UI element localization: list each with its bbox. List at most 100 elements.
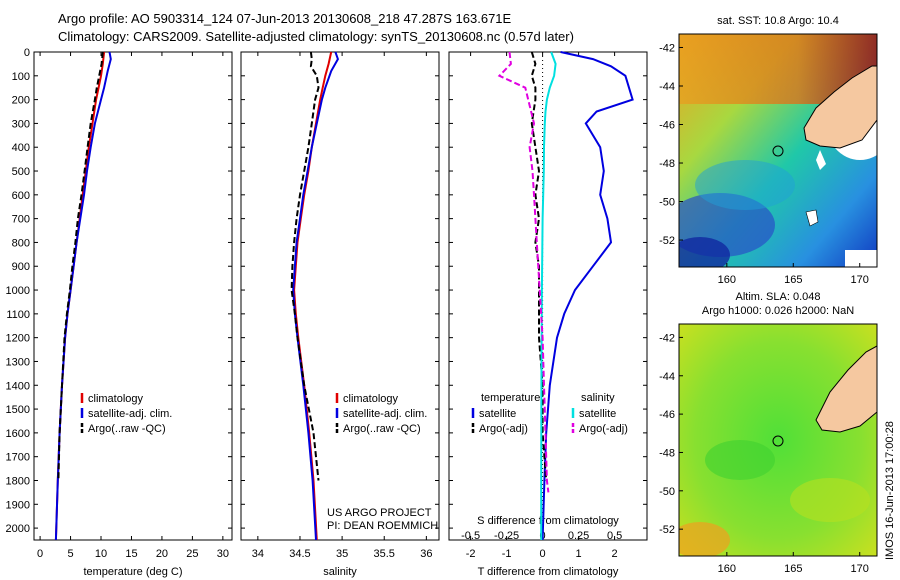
legend-label: climatology bbox=[343, 393, 399, 405]
x-tick-label: -2 bbox=[466, 548, 476, 560]
legend-label: satellite bbox=[579, 408, 616, 420]
lon-tick-label: 165 bbox=[784, 274, 802, 286]
s-diff-tick-label: 0.25 bbox=[568, 530, 589, 542]
annotation-text: US ARGO PROJECT bbox=[327, 507, 432, 519]
lon-tick-label: 165 bbox=[784, 563, 802, 575]
x-tick-label: 35 bbox=[336, 548, 348, 560]
depth-tick-label: 1100 bbox=[6, 309, 30, 321]
series-line-4 bbox=[497, 51, 550, 493]
axis-box bbox=[240, 51, 440, 541]
series-line-1 bbox=[541, 51, 634, 541]
s-diff-axis-label: S difference from climatology bbox=[477, 515, 619, 527]
lat-tick-label: -44 bbox=[659, 81, 675, 93]
x-tick-label: 0 bbox=[540, 548, 546, 560]
sla-map bbox=[679, 324, 877, 556]
x-tick-label: 10 bbox=[95, 548, 107, 560]
depth-tick-label: 1200 bbox=[6, 333, 30, 345]
x-tick-label: 35.5 bbox=[374, 548, 395, 560]
depth-tick-label: 1900 bbox=[6, 499, 30, 511]
lat-tick-label: -48 bbox=[659, 447, 675, 459]
lat-tick-label: -46 bbox=[659, 409, 675, 421]
series-line-1 bbox=[293, 51, 333, 541]
legend-label: Argo(..raw -QC) bbox=[343, 423, 421, 435]
series-line-2 bbox=[54, 51, 112, 541]
depth-tick-label: 1600 bbox=[6, 428, 30, 440]
sla-field bbox=[679, 324, 877, 556]
x-tick-label: 30 bbox=[217, 548, 229, 560]
legend-label: satellite bbox=[479, 408, 516, 420]
lat-tick-label: -44 bbox=[659, 371, 675, 383]
x-tick-label: 34 bbox=[252, 548, 264, 560]
lon-tick-label: 160 bbox=[718, 563, 736, 575]
sst-land bbox=[803, 65, 877, 149]
depth-tick-label: 600 bbox=[12, 190, 30, 202]
depth-tick-label: 800 bbox=[12, 237, 30, 249]
sla-map-title-1: Altim. SLA: 0.048 bbox=[736, 291, 821, 303]
lat-tick-label: -48 bbox=[659, 158, 675, 170]
legend-label: Argo(..raw -QC) bbox=[88, 423, 166, 435]
lat-tick-label: -42 bbox=[659, 42, 675, 54]
depth-tick-label: 1400 bbox=[6, 380, 30, 392]
imos-timestamp: IMOS 16-Jun-2013 17:00:28 bbox=[884, 421, 896, 560]
x-tick-label: 15 bbox=[125, 548, 137, 560]
legend-title-temperature: temperature bbox=[481, 392, 540, 404]
sla-float-marker bbox=[772, 435, 784, 447]
map-axes-1: -42 -44 -46 -48 -50 -52 160 165 170 bbox=[659, 42, 869, 286]
depth-tick-label: 500 bbox=[12, 166, 30, 178]
depth-tick-label: 900 bbox=[12, 261, 30, 273]
depth-tick-label: 1800 bbox=[6, 475, 30, 487]
depth-tick-label: 300 bbox=[12, 118, 30, 130]
series-line-2 bbox=[292, 51, 339, 541]
x-tick-label: 34.5 bbox=[289, 548, 310, 560]
annotation-text: PI: DEAN ROEMMICH bbox=[327, 520, 438, 532]
lat-tick-label: -52 bbox=[659, 524, 675, 536]
legend-label: Argo(-adj) bbox=[479, 423, 528, 435]
x-axis-label: salinity bbox=[323, 566, 357, 578]
lon-tick-label: 160 bbox=[718, 274, 736, 286]
header-line-2: Climatology: CARS2009. Satellite-adjuste… bbox=[58, 29, 574, 44]
x-tick-label: 2 bbox=[612, 548, 618, 560]
lat-tick-label: -52 bbox=[659, 235, 675, 247]
depth-tick-label: 1300 bbox=[6, 356, 30, 368]
s-diff-tick-label: -0.25 bbox=[494, 530, 519, 542]
s-diff-tick-label: 0.5 bbox=[607, 530, 622, 542]
axis-box bbox=[448, 51, 648, 541]
depth-tick-label: 2000 bbox=[6, 523, 30, 535]
map-axes-2: -42 -44 -46 -48 -50 -52 160 165 170 bbox=[659, 332, 869, 575]
lon-tick-label: 170 bbox=[851, 563, 869, 575]
legend-label: Argo(-adj) bbox=[579, 423, 628, 435]
series-line-1 bbox=[54, 51, 106, 541]
axis-box bbox=[33, 51, 233, 541]
profile-panel-3: -2 -1 0 1 2 T difference from climatology -0.5… bbox=[448, 51, 648, 578]
sst-map-title: sat. SST: 10.8 Argo: 10.4 bbox=[717, 15, 839, 27]
legend-title-salinity: salinity bbox=[581, 392, 615, 404]
x-axis-label: temperature (deg C) bbox=[83, 566, 182, 578]
s-diff-tick-label: -0.5 bbox=[461, 530, 480, 542]
lat-tick-label: -50 bbox=[659, 197, 675, 209]
x-tick-label: 1 bbox=[576, 548, 582, 560]
x-tick-label: 5 bbox=[67, 548, 73, 560]
profile-panel-1: 0100200300400500600700800900100011001200… bbox=[6, 47, 233, 578]
series-line-3 bbox=[290, 51, 320, 481]
sla-map-title-2: Argo h1000: 0.026 h2000: NaN bbox=[702, 305, 854, 317]
depth-tick-label: 100 bbox=[12, 71, 30, 83]
legend-label: satellite-adj. clim. bbox=[343, 408, 427, 420]
series-line-2 bbox=[530, 51, 548, 481]
depth-tick-label: 1500 bbox=[6, 404, 30, 416]
lat-tick-label: -50 bbox=[659, 486, 675, 498]
sst-map bbox=[679, 34, 877, 267]
depth-tick-label: 1000 bbox=[6, 285, 30, 297]
lat-tick-label: -46 bbox=[659, 120, 675, 132]
lon-tick-label: 170 bbox=[851, 274, 869, 286]
depth-tick-label: 200 bbox=[12, 95, 30, 107]
header-line-1: Argo profile: AO 5903314_124 07-Jun-2013… bbox=[58, 11, 512, 26]
x-tick-label: 20 bbox=[156, 548, 168, 560]
x-tick-label: 25 bbox=[186, 548, 198, 560]
profile-panel-2: 34 34.5 35 35.5 36 salinity climatology satelli… bbox=[240, 51, 440, 578]
series-line-3 bbox=[540, 51, 557, 540]
x-tick-label: 0 bbox=[37, 548, 43, 560]
sla-land bbox=[815, 345, 877, 433]
legend-label: satellite-adj. clim. bbox=[88, 408, 172, 420]
x-tick-label: 36 bbox=[420, 548, 432, 560]
